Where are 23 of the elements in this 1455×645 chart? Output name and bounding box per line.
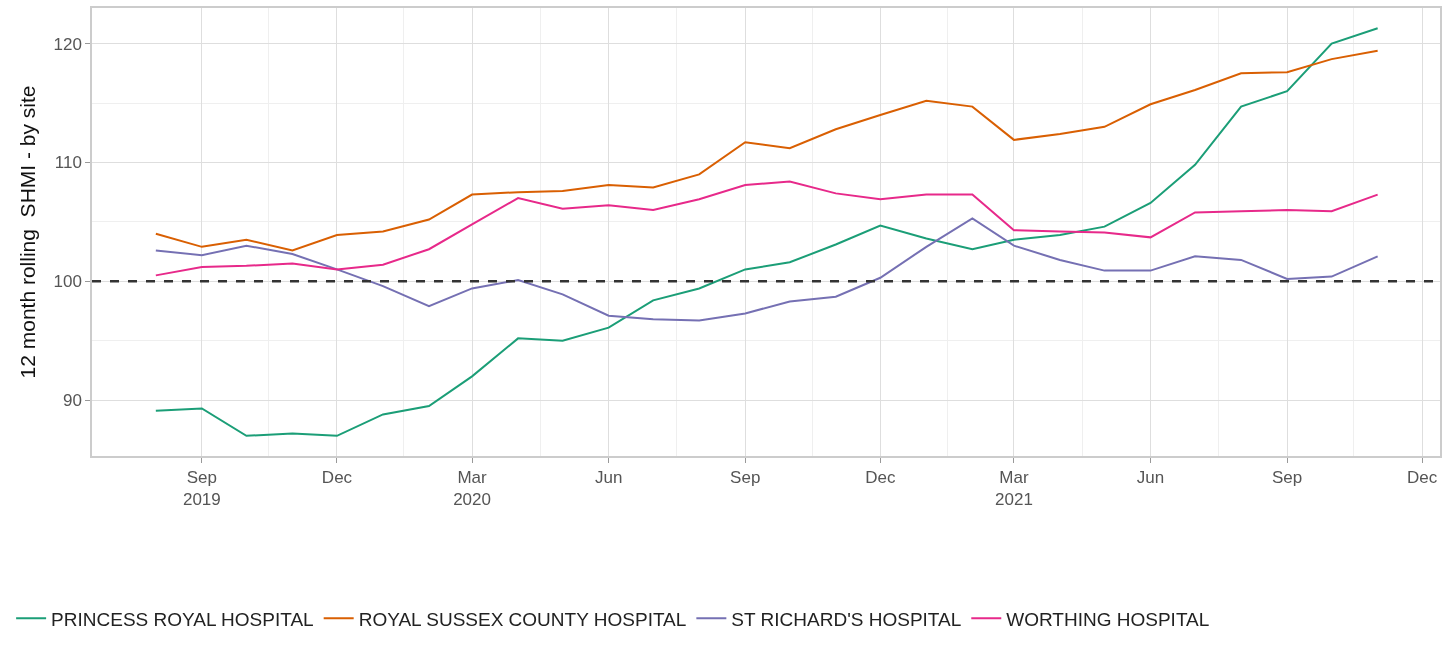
line-series: [154, 27, 1379, 437]
y-tick-label: 100: [53, 272, 82, 292]
x-tick-label: Dec: [865, 468, 896, 488]
line-series: [154, 217, 1379, 322]
legend-label: ST RICHARD'S HOSPITAL: [731, 608, 962, 630]
x-tick-label: Jun: [594, 468, 623, 488]
x-tick-label: Mar 2021: [995, 468, 1033, 510]
x-tick-label: Mar 2020: [453, 468, 491, 510]
y-axis-title: 12 month rolling SHMI - by site: [16, 85, 40, 379]
y-tick-label: 120: [53, 34, 82, 54]
x-tick-label: Jun: [1136, 468, 1165, 488]
legend-label: WORTHING HOSPITAL: [1006, 608, 1210, 630]
line-series: [154, 49, 1379, 252]
y-tick-label: 110: [54, 153, 82, 173]
x-tick-label: Sep 2019: [182, 468, 221, 510]
line-series: [154, 180, 1379, 277]
y-tick-label: 90: [62, 391, 82, 411]
legend-label: ROYAL SUSSEX COUNTY HOSPITAL: [358, 608, 687, 630]
x-tick-label: Sep: [1271, 468, 1303, 488]
x-tick-label: Dec: [1407, 468, 1438, 488]
legend-label: PRINCESS ROYAL HOSPITAL: [51, 608, 314, 630]
x-tick-label: Sep: [730, 468, 761, 488]
x-tick-label: Dec: [321, 468, 353, 488]
